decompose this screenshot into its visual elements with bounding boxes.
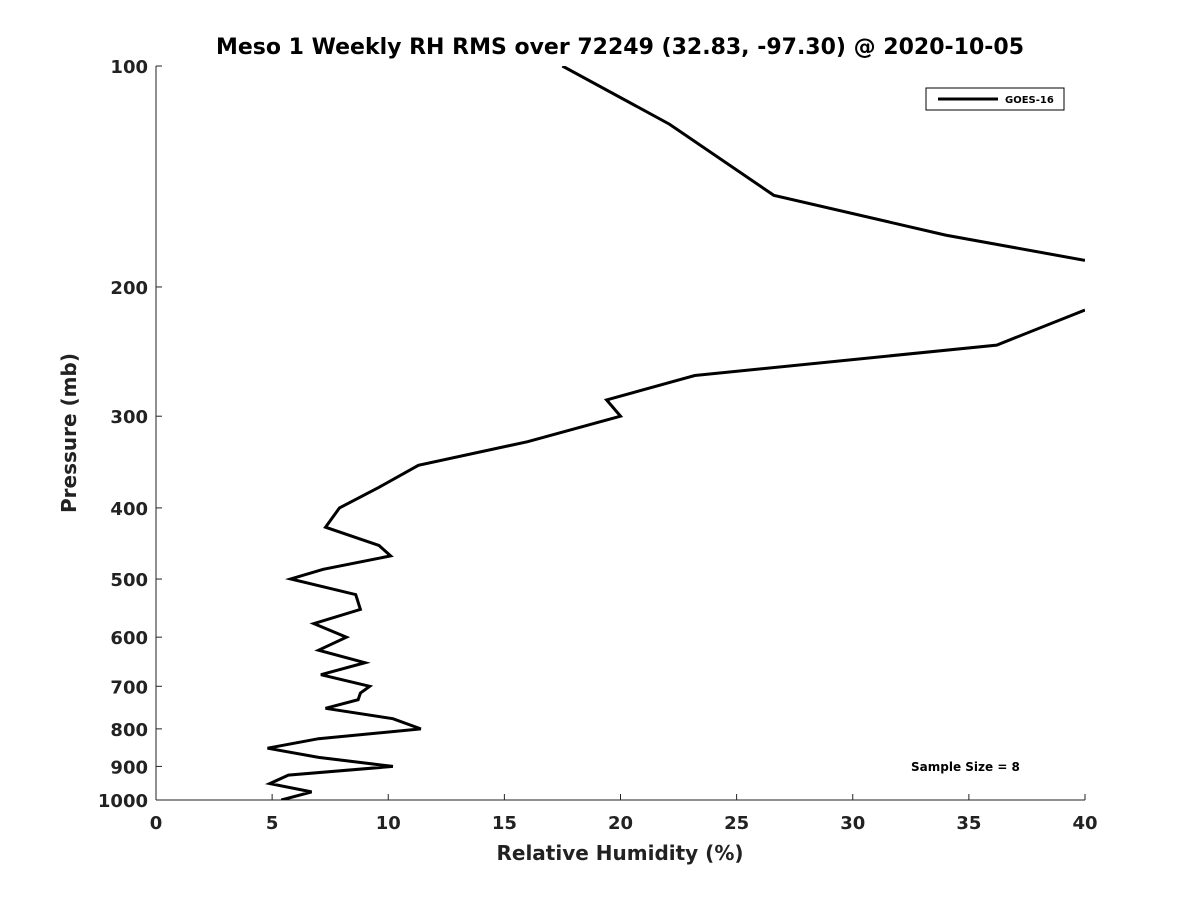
x-tick-label: 0 [150,813,163,834]
y-tick-label: 700 [110,677,148,698]
y-tick-label: 800 [110,720,148,741]
y-tick-label: 600 [110,628,148,649]
x-tick-label: 30 [840,813,865,834]
x-tick-label: 20 [608,813,633,834]
y-tick-label: 300 [110,407,148,428]
x-axis-label: Relative Humidity (%) [496,841,743,865]
y-tick-label: 400 [110,499,148,520]
x-tick-label: 5 [266,813,279,834]
y-ticks: 100 200 300 400 500 600 700 800 900 1000 [98,57,162,812]
series-line-goes-16 [264,66,1085,800]
y-tick-label: 900 [110,757,148,778]
y-axis-label: Pressure (mb) [57,353,81,513]
x-tick-label: 35 [956,813,981,834]
x-ticks: 0 5 10 15 20 25 30 35 40 [150,794,1098,834]
chart-title: Meso 1 Weekly RH RMS over 72249 (32.83, … [216,35,1024,60]
x-tick-label: 15 [492,813,517,834]
x-tick-label: 10 [376,813,401,834]
series-layer [264,66,1085,800]
x-tick-label: 40 [1072,813,1097,834]
sample-size-annotation: Sample Size = 8 [911,760,1020,774]
x-tick-label: 25 [724,813,749,834]
legend: GOES-16 [925,87,1065,111]
legend-label: GOES-16 [1005,95,1054,106]
y-tick-label: 500 [110,570,148,591]
y-tick-label: 1000 [98,791,148,812]
plot-area [156,66,1085,800]
y-tick-label: 100 [110,57,148,78]
y-tick-label: 200 [110,278,148,299]
